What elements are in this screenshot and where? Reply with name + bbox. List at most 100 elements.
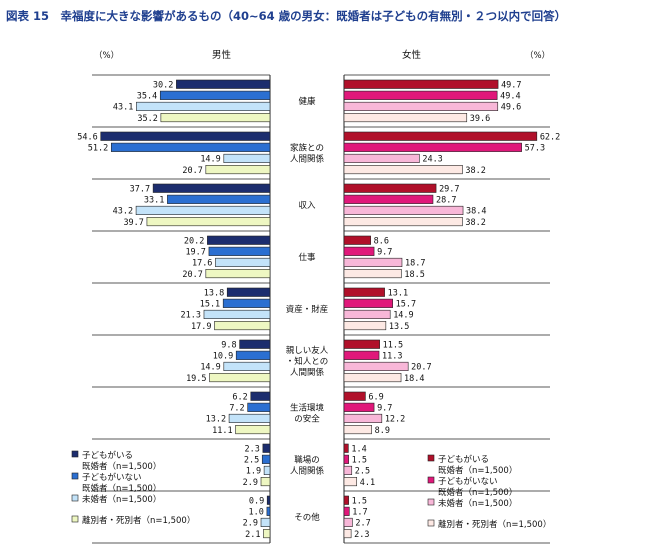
female-bar-label: 49.6: [501, 103, 521, 113]
female-legend-label: 子どもがいる: [438, 454, 489, 465]
female-bar: [343, 142, 522, 152]
male-bar: [263, 528, 271, 539]
female-bar: [343, 79, 499, 89]
male-legend-swatch: [71, 515, 79, 523]
female-bar-label: 6.9: [368, 393, 383, 403]
male-bar-label: 37.7: [130, 185, 150, 195]
male-bar-label: 13.2: [206, 415, 226, 425]
male-legend-swatch: [71, 472, 79, 480]
female-bar-label: 38.2: [465, 218, 485, 228]
category-label: ・知人との: [286, 356, 328, 367]
male-bar-label: 35.4: [137, 92, 157, 102]
category-label: の安全: [294, 414, 320, 425]
male-bar: [228, 413, 271, 424]
female-bar-label: 29.7: [439, 185, 459, 195]
category-label: その他: [294, 512, 320, 523]
male-bar-label: 43.2: [113, 207, 133, 217]
female-bar-label: 49.7: [501, 81, 521, 91]
female-bar: [343, 454, 349, 464]
female-bar-label: 24.3: [422, 155, 442, 165]
female-bar: [343, 113, 468, 123]
female-bar-label: 1.5: [352, 497, 367, 507]
male-bar: [226, 287, 271, 297]
male-bar: [100, 131, 271, 141]
female-bar-label: 2.3: [354, 530, 369, 540]
male-bar-label: 15.1: [200, 300, 220, 310]
female-bar-label: 15.7: [396, 300, 416, 310]
female-bar: [343, 361, 409, 372]
male-bar-label: 0.9: [249, 497, 264, 507]
female-bar-label: 13.5: [389, 322, 409, 332]
male-legend-label: 子どもがいる: [82, 450, 133, 461]
male-bar-label: 14.9: [200, 155, 220, 165]
male-legend-label: 既婚者（n=1,500）: [82, 461, 161, 472]
category-label: 人間関係: [290, 368, 325, 378]
male-bar-label: 19.5: [186, 374, 206, 384]
female-bar-label: 18.5: [404, 270, 424, 280]
female-bar: [343, 235, 371, 245]
female-bar-label: 9.7: [377, 248, 392, 258]
female-bar-label: 1.4: [351, 445, 366, 455]
female-bar: [343, 506, 350, 516]
female-bar: [343, 205, 464, 215]
female-bar: [343, 424, 372, 435]
female-bar-label: 28.7: [436, 196, 456, 206]
female-bar: [343, 298, 393, 308]
male-bar-label: 1.0: [249, 508, 264, 518]
male-bar: [209, 372, 271, 383]
female-bar: [343, 495, 349, 505]
category-label: 親しい友人: [286, 345, 329, 356]
female-bar: [343, 287, 385, 297]
male-legend-label: 既婚者（n=1,500）: [82, 483, 161, 494]
category-label: 仕事: [298, 252, 316, 263]
male-bar: [263, 465, 271, 476]
female-bar: [343, 476, 358, 487]
male-bar-label: 2.5: [244, 456, 259, 466]
female-bar-label: 18.7: [405, 259, 425, 269]
male-bar: [205, 165, 271, 175]
male-bar: [152, 183, 271, 193]
female-bar-label: 38.4: [466, 207, 486, 217]
female-bar-label: 8.9: [375, 426, 390, 436]
male-legend-label: 子どもがいない: [82, 472, 142, 483]
female-bar-label: 2.5: [355, 467, 370, 477]
category-label: 生活環境: [290, 403, 325, 414]
female-bar-label: 49.4: [500, 92, 520, 102]
female-legend-swatch: [427, 454, 435, 462]
male-bar: [214, 320, 271, 331]
male-bar: [250, 391, 271, 401]
female-bar: [343, 131, 538, 141]
female-legend-label: 既婚者（n=1,500）: [438, 465, 517, 476]
male-bar-label: 54.6: [77, 133, 97, 143]
male-bar-label: 14.9: [200, 363, 220, 373]
male-bar: [176, 79, 271, 89]
male-bar-label: 7.2: [229, 404, 244, 414]
category-label: 人間関係: [290, 155, 325, 165]
female-bar-label: 11.5: [383, 341, 403, 351]
male-bar-label: 17.6: [192, 259, 212, 269]
female-bar: [343, 90, 498, 100]
female-bar: [343, 320, 387, 331]
male-bar-label: 51.2: [88, 144, 108, 154]
female-legend-swatch: [427, 476, 435, 484]
male-bar-label: 30.2: [153, 81, 173, 91]
male-legend-swatch: [71, 494, 79, 502]
female-bar-label: 8.6: [374, 237, 389, 247]
female-legend-swatch: [427, 498, 435, 506]
female-bar-label: 57.3: [525, 144, 545, 154]
female-bar: [343, 528, 352, 539]
male-bar: [215, 257, 271, 268]
female-bar: [343, 339, 380, 349]
female-bar: [343, 165, 463, 175]
female-bar: [343, 268, 402, 279]
female-bar: [343, 402, 375, 412]
category-label: 家族との: [290, 143, 324, 154]
male-bar: [135, 205, 271, 215]
female-bar-label: 11.3: [382, 352, 402, 362]
female-bar: [343, 194, 434, 204]
male-bar-label: 2.9: [243, 519, 258, 529]
female-bar-label: 13.1: [388, 289, 408, 299]
male-bar-label: 6.2: [232, 393, 247, 403]
